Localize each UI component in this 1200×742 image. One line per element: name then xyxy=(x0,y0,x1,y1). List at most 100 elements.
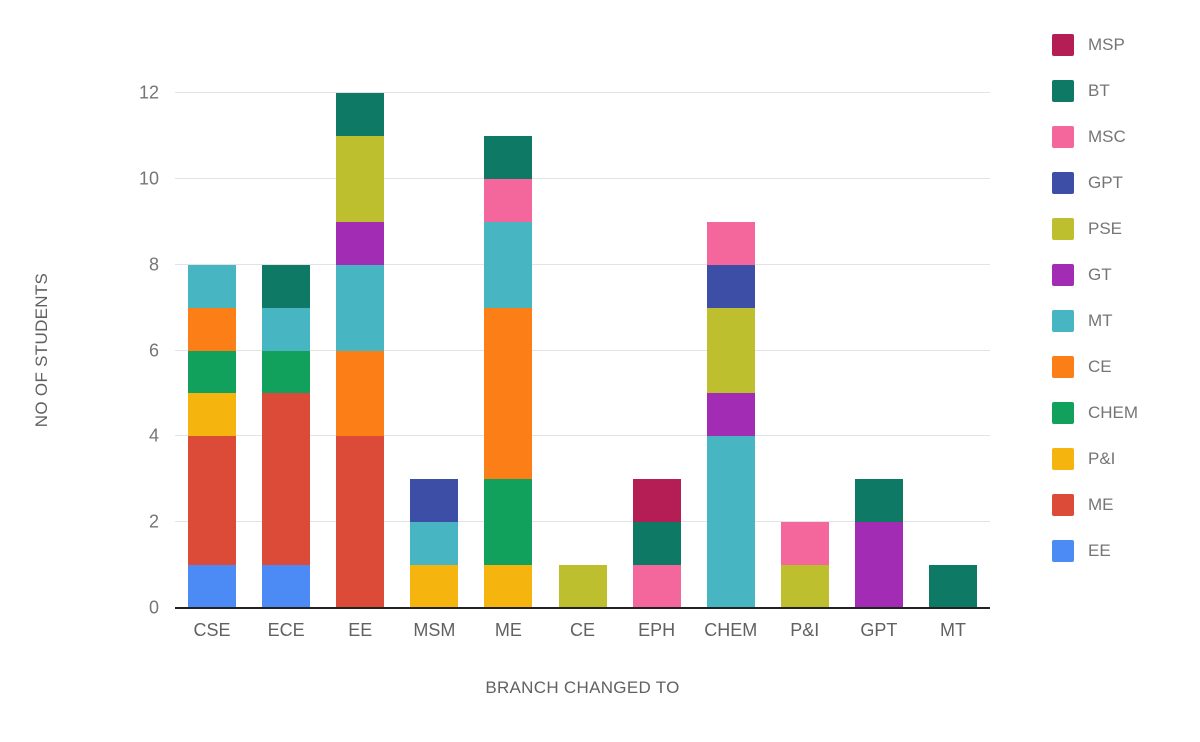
x-tick-label: CHEM xyxy=(704,620,758,640)
legend-label: BT xyxy=(1088,81,1110,100)
bar-segment-CHEM[interactable] xyxy=(484,479,533,566)
legend-label: GPT xyxy=(1088,173,1123,192)
x-tick-label: EE xyxy=(348,620,373,640)
y-tick-label: 0 xyxy=(148,597,159,618)
bar-segment-PSE[interactable] xyxy=(558,565,607,608)
legend-item-MSP[interactable]: MSP xyxy=(1052,34,1138,56)
legend-item-GT[interactable]: GT xyxy=(1052,264,1138,286)
bar-segment-GT[interactable] xyxy=(706,393,755,437)
legend-item-MT[interactable]: MT xyxy=(1052,310,1138,332)
bar-slot xyxy=(694,93,768,608)
stacked-bar-MT[interactable] xyxy=(928,565,977,608)
legend-swatch xyxy=(1052,172,1074,194)
bar-segment-EE[interactable] xyxy=(188,565,237,608)
legend-item-ME[interactable]: ME xyxy=(1052,494,1138,516)
legend-item-PSE[interactable]: PSE xyxy=(1052,218,1138,240)
y-tick-label: 8 xyxy=(148,254,159,275)
legend-item-CE[interactable]: CE xyxy=(1052,356,1138,378)
bar-segment-MSC[interactable] xyxy=(706,221,755,265)
legend-swatch xyxy=(1052,540,1074,562)
bar-slot xyxy=(397,93,471,608)
bar-segment-CHEM[interactable] xyxy=(262,350,311,394)
bar-segment-BT[interactable] xyxy=(928,565,977,608)
x-tick-label: MT xyxy=(939,620,966,640)
bar-segment-PSE[interactable] xyxy=(336,135,385,222)
stacked-bar-ME[interactable] xyxy=(484,135,533,608)
bar-segment-PSE[interactable] xyxy=(706,307,755,394)
bar-segment-MT[interactable] xyxy=(262,307,311,351)
bar-segment-BT[interactable] xyxy=(262,264,311,308)
legend-label: CE xyxy=(1088,357,1112,376)
legend-item-MSC[interactable]: MSC xyxy=(1052,126,1138,148)
gridline xyxy=(175,92,990,93)
gridline xyxy=(175,263,990,265)
legend-item-EE[interactable]: EE xyxy=(1052,540,1138,562)
bar-segment-CE[interactable] xyxy=(188,307,237,351)
bar-segment-MSC[interactable] xyxy=(780,522,829,566)
legend-swatch xyxy=(1052,310,1074,332)
x-tick-label: MSM xyxy=(413,620,456,640)
stacked-bar-P&I[interactable] xyxy=(780,522,829,608)
y-tick-label: 4 xyxy=(148,425,159,446)
stacked-bar-CSE[interactable] xyxy=(188,264,237,608)
bar-segment-ME[interactable] xyxy=(188,436,237,566)
bar-slot xyxy=(545,93,619,608)
bar-segment-MT[interactable] xyxy=(188,264,237,308)
stacked-bar-EE[interactable] xyxy=(336,93,385,608)
stacked-bar-EPH[interactable] xyxy=(632,479,681,608)
legend-item-P&I[interactable]: P&I xyxy=(1052,448,1138,470)
bar-segment-MT[interactable] xyxy=(484,221,533,308)
bar-segment-MSC[interactable] xyxy=(632,565,681,608)
bar-segment-P&I[interactable] xyxy=(188,393,237,437)
bar-segment-MT[interactable] xyxy=(410,522,459,566)
legend-swatch xyxy=(1052,126,1074,148)
legend-swatch xyxy=(1052,494,1074,516)
bar-segment-P&I[interactable] xyxy=(410,565,459,608)
bar-segment-CE[interactable] xyxy=(336,350,385,437)
stacked-bar-ECE[interactable] xyxy=(262,264,311,608)
stacked-bar-CHEM[interactable] xyxy=(706,221,755,608)
bar-slot xyxy=(620,93,694,608)
bar-segment-CE[interactable] xyxy=(484,307,533,480)
stacked-bar-CE[interactable] xyxy=(558,565,607,608)
bar-segment-P&I[interactable] xyxy=(484,565,533,608)
bar-segment-GT[interactable] xyxy=(336,221,385,265)
x-labels: CSE ECE EE MSM ME CE EPH CHEM P&I GPT MT xyxy=(175,620,990,641)
bar-segment-MT[interactable] xyxy=(706,436,755,608)
bar-segment-PSE[interactable] xyxy=(780,565,829,608)
stacked-bar-MSM[interactable] xyxy=(410,479,459,608)
bar-slot xyxy=(842,93,916,608)
bar-segment-MSC[interactable] xyxy=(484,178,533,222)
y-tick-label: 12 xyxy=(138,82,159,103)
bar-segment-MSP[interactable] xyxy=(632,479,681,523)
x-tick-label: CSE xyxy=(193,620,231,640)
legend-label: EE xyxy=(1088,541,1111,560)
bar-segment-BT[interactable] xyxy=(336,93,385,136)
gridline xyxy=(175,435,990,437)
bar-segment-BT[interactable] xyxy=(484,135,533,179)
bar-segment-MT[interactable] xyxy=(336,264,385,351)
x-tick-label: GPT xyxy=(860,620,898,640)
legend-label: GT xyxy=(1088,265,1112,284)
legend-item-GPT[interactable]: GPT xyxy=(1052,172,1138,194)
legend-item-BT[interactable]: BT xyxy=(1052,80,1138,102)
bar-segment-CHEM[interactable] xyxy=(188,350,237,394)
y-axis-title: NO OF STUDENTS xyxy=(32,272,51,428)
bar-segment-BT[interactable] xyxy=(854,479,903,523)
legend-swatch xyxy=(1052,402,1074,424)
bar-slot xyxy=(768,93,842,608)
bar-segment-GPT[interactable] xyxy=(410,479,459,523)
legend-item-CHEM[interactable]: CHEM xyxy=(1052,402,1138,424)
stacked-bar-GPT[interactable] xyxy=(854,479,903,608)
bar-segment-GT[interactable] xyxy=(854,522,903,608)
bar-segment-ME[interactable] xyxy=(336,436,385,608)
bar-segment-ME[interactable] xyxy=(262,393,311,566)
legend-swatch xyxy=(1052,264,1074,286)
bar-segment-EE[interactable] xyxy=(262,565,311,608)
bar-segment-BT[interactable] xyxy=(632,522,681,566)
legend-swatch xyxy=(1052,218,1074,240)
x-tick-label: CE xyxy=(570,620,596,640)
bar-segment-GPT[interactable] xyxy=(706,264,755,308)
plot-area: 0 2 4 6 8 10 12 xyxy=(139,83,990,618)
